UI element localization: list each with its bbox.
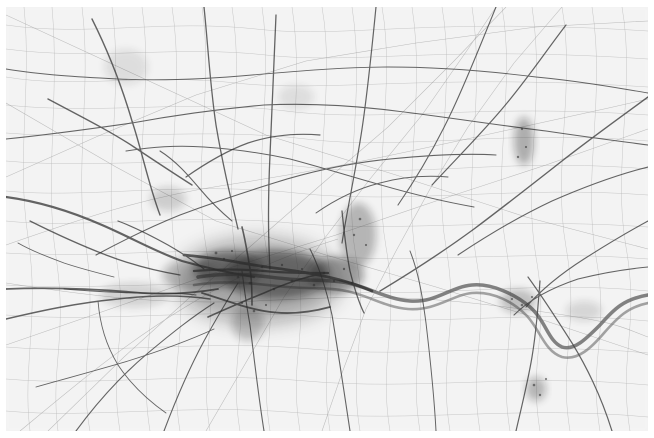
soft-haze-overlay [6, 7, 648, 431]
density-map-svg [6, 7, 648, 431]
density-map-panel [6, 7, 648, 431]
